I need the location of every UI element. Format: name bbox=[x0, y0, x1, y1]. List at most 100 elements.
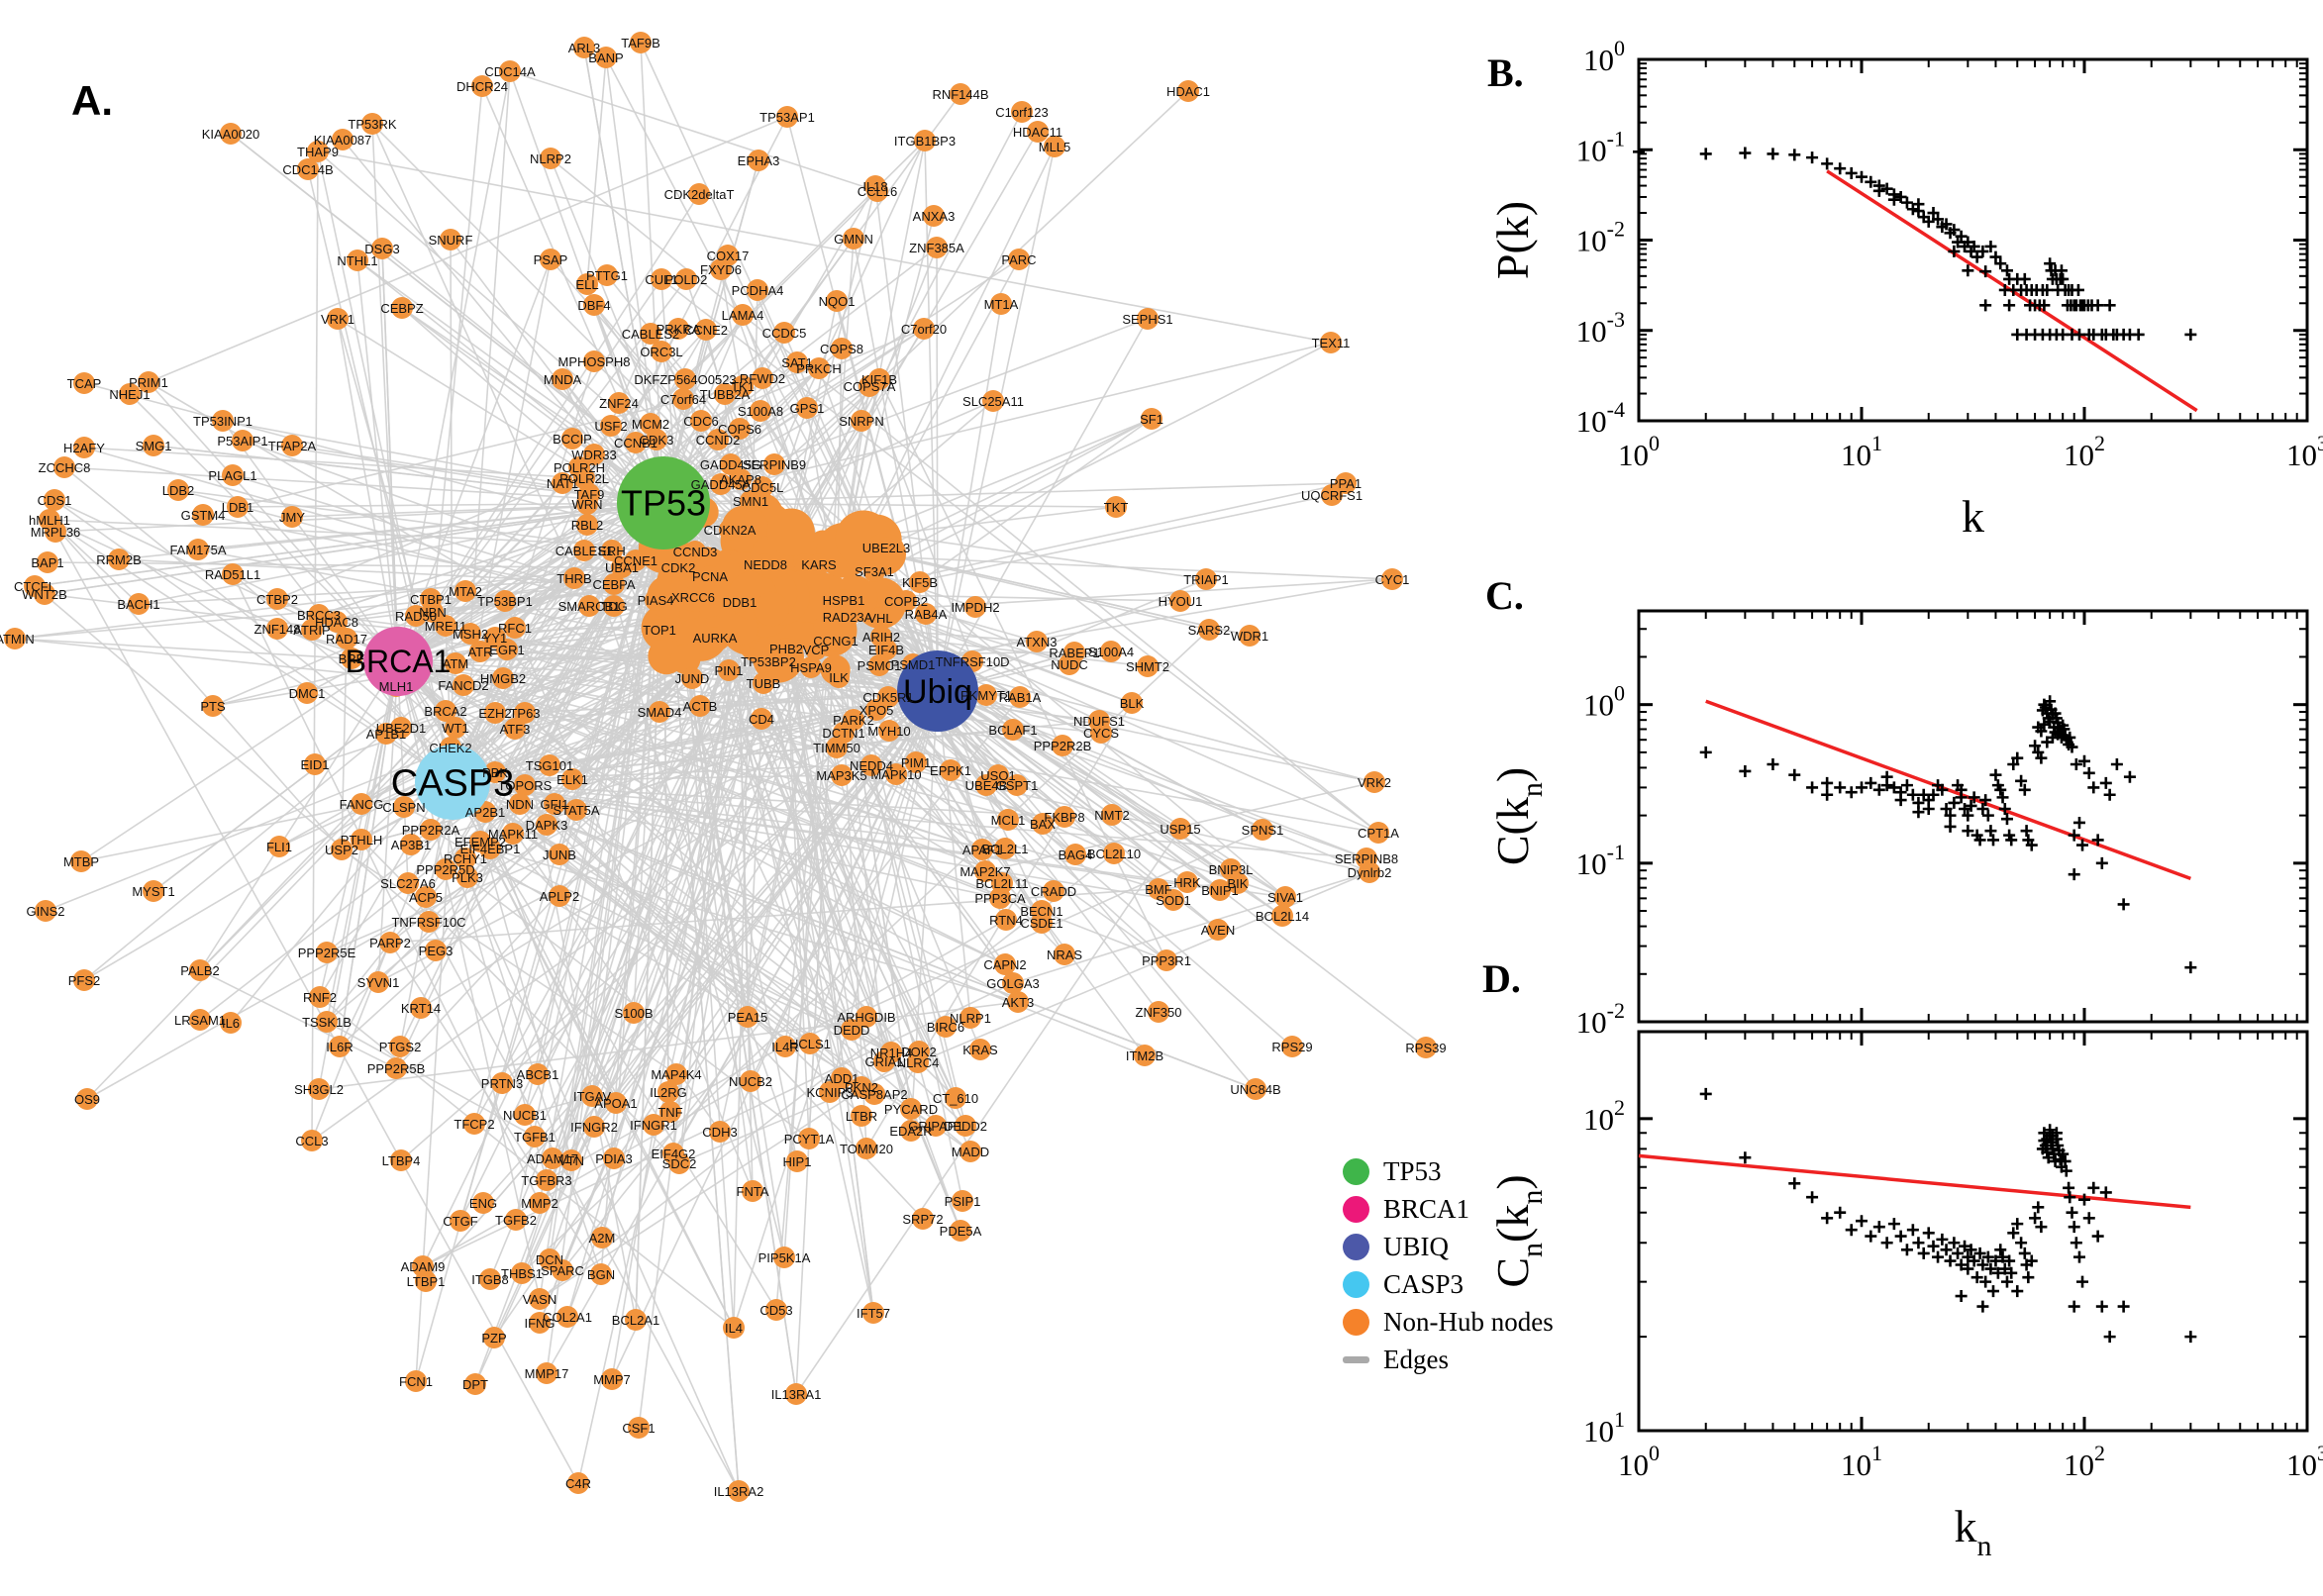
network-node bbox=[667, 556, 689, 578]
network-node-label: PHB2 bbox=[769, 642, 803, 656]
network-node bbox=[752, 367, 773, 389]
legend-item-ubiq: UBIQ bbox=[1343, 1232, 1554, 1262]
network-node bbox=[684, 541, 706, 562]
network-node-label: ABCB1 bbox=[517, 1067, 559, 1082]
network-node-label: VRK2 bbox=[1358, 775, 1391, 790]
network-node-label: XRCC6 bbox=[671, 590, 715, 605]
network-node-label: YY1 bbox=[483, 631, 508, 646]
network-node bbox=[351, 829, 372, 850]
network-node-label: WDR1 bbox=[1231, 629, 1268, 644]
network-node bbox=[765, 1299, 787, 1321]
network-node bbox=[511, 1262, 533, 1284]
network-node-label: KCNIP3 bbox=[807, 1085, 854, 1100]
network-node-label: COL2A1 bbox=[543, 1310, 592, 1325]
network-node-label: AVEN bbox=[1201, 923, 1235, 938]
network-node-label: TAF9B bbox=[621, 36, 660, 50]
hub-label-brca1: BRCA1 bbox=[346, 644, 452, 679]
network-node-label: BCL2L11 bbox=[975, 876, 1028, 891]
network-node-label: PCYT1A bbox=[784, 1132, 835, 1147]
network-node-label: MSH2 bbox=[453, 627, 488, 642]
network-node bbox=[202, 695, 224, 717]
network-node-label: C4R bbox=[565, 1476, 591, 1491]
network-node-label: EFEMP2 bbox=[454, 835, 506, 849]
network-node bbox=[4, 628, 26, 649]
x-axis-label: kn bbox=[1955, 1501, 1992, 1562]
network-node-label: DAPK3 bbox=[526, 818, 568, 833]
network-node bbox=[628, 1417, 650, 1439]
tick-label: 100 bbox=[1618, 1441, 1660, 1482]
network-node bbox=[875, 537, 897, 558]
y-axis-label: C(kn) bbox=[1487, 767, 1549, 865]
network-node-label: LDB1 bbox=[222, 500, 254, 515]
network-node bbox=[740, 490, 761, 512]
network-node bbox=[556, 1306, 578, 1328]
network-node bbox=[445, 717, 466, 739]
network-node-label: BRCC3 bbox=[297, 608, 341, 623]
network-node-label: IL13RA2 bbox=[714, 1484, 764, 1499]
network-node-label: UBA1 bbox=[605, 560, 639, 575]
network-node-label: IFNGR2 bbox=[570, 1120, 618, 1135]
network-node bbox=[1359, 861, 1380, 883]
network-node bbox=[774, 1036, 796, 1057]
network-node-label: ACP5 bbox=[409, 890, 443, 905]
network-node bbox=[479, 1268, 501, 1290]
network-nodes bbox=[4, 32, 1437, 1502]
network-node-label: BAX bbox=[1030, 817, 1056, 832]
network-node-label: MAPK11 bbox=[488, 827, 538, 842]
network-node-label: SMG1 bbox=[136, 439, 172, 453]
network-node-label: TOP1 bbox=[643, 623, 676, 638]
legend-item-tp53: TP53 bbox=[1343, 1156, 1554, 1187]
network-node-label: BCLAF1 bbox=[988, 723, 1037, 738]
network-node-label: GADD45A bbox=[691, 477, 752, 492]
network-node-label: IL4 bbox=[725, 1321, 743, 1336]
network-node bbox=[329, 1036, 351, 1057]
network-node-label: UBE4B bbox=[965, 778, 1008, 793]
network-node-label: AP2B1 bbox=[465, 805, 505, 820]
network-node-label: VTN bbox=[558, 1153, 584, 1168]
network-node-label: HSPA9 bbox=[790, 660, 832, 675]
network-node-label: SF3A1 bbox=[855, 564, 894, 579]
network-node bbox=[775, 638, 797, 659]
network-node-label: PARP2 bbox=[369, 936, 411, 950]
network-node-label: CDC14B bbox=[282, 162, 333, 177]
tick-label: 103 bbox=[2286, 431, 2323, 472]
network-node-label: IL6 bbox=[222, 1016, 240, 1031]
network-node bbox=[552, 472, 573, 494]
network-node bbox=[483, 1327, 505, 1348]
network-node-label: FXYD6 bbox=[700, 262, 742, 277]
network-node-label: TIMM50 bbox=[813, 741, 860, 755]
network-node-label: WT1 bbox=[442, 721, 468, 736]
network-node-label: CEBPA bbox=[592, 577, 635, 592]
network-node-label: LTBP1 bbox=[407, 1274, 446, 1289]
network-node-label: TOMM20 bbox=[840, 1142, 893, 1156]
network-node-label: OS9 bbox=[74, 1092, 100, 1107]
network-node-label: MRPL36 bbox=[31, 525, 81, 540]
network-node-label: PPP3R1 bbox=[1142, 953, 1191, 968]
network-node bbox=[220, 1012, 242, 1034]
network-node bbox=[1026, 631, 1048, 652]
network-cluster-node bbox=[699, 587, 738, 626]
network-node bbox=[667, 318, 689, 340]
network-node bbox=[750, 400, 771, 422]
network-node-label: WDR33 bbox=[571, 448, 617, 462]
network-node-label: COPB2 bbox=[884, 594, 928, 609]
network-node bbox=[405, 605, 427, 627]
network-node bbox=[885, 763, 907, 785]
network-node bbox=[1059, 653, 1080, 675]
network-node bbox=[799, 1033, 821, 1054]
network-node bbox=[76, 1088, 98, 1110]
network-node bbox=[367, 971, 389, 993]
network-node-label: SIVA1 bbox=[1267, 890, 1303, 905]
tick-label: 10-3 bbox=[1576, 307, 1625, 349]
network-node bbox=[851, 410, 872, 432]
network-node bbox=[831, 764, 853, 786]
network-node-label: PIM1 bbox=[901, 755, 931, 770]
network-node bbox=[1002, 972, 1024, 994]
network-node bbox=[1052, 735, 1073, 756]
network-node-label: TUBB bbox=[747, 676, 781, 691]
network-cluster-node bbox=[766, 508, 815, 556]
network-node bbox=[625, 1309, 647, 1331]
network-node bbox=[34, 583, 55, 605]
network-node-label: NRAS bbox=[1047, 948, 1082, 962]
